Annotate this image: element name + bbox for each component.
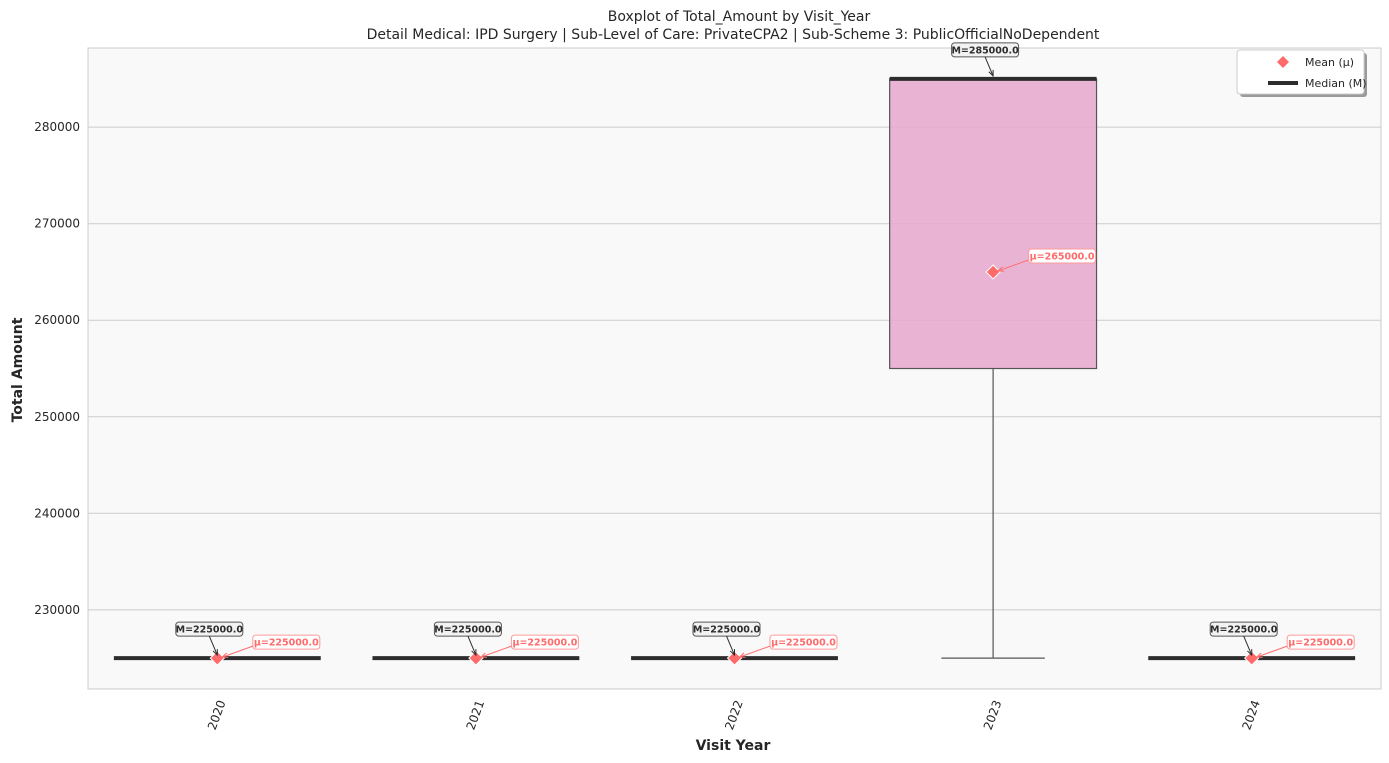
grid-lines: [88, 126, 1381, 611]
y-tick-label: 240000: [34, 506, 80, 520]
x-tick-labels: 2020 2021 2022 2023 2024: [205, 698, 1263, 731]
mean-label: μ=225000.0: [512, 638, 577, 649]
median-arrow-head: [471, 649, 477, 657]
x-axis-label: Visit Year: [696, 738, 771, 754]
median-label: M=225000.0: [176, 625, 244, 636]
chart-subtitle: Detail Medical: IPD Surgery | Sub-Level …: [367, 27, 1100, 43]
annotations: M=225000.0 μ=225000.0 M=225000.0 μ=225000.0…: [175, 42, 1355, 658]
x-tick-label: 2023: [981, 698, 1005, 731]
median-arrow: [467, 635, 477, 656]
mean-label-box: [769, 634, 838, 650]
mean-label: μ=225000.0: [254, 638, 319, 649]
legend-mean-marker: [1277, 56, 1289, 68]
legend-median-label: Median (M): [1305, 77, 1367, 90]
mean-marker: [1243, 650, 1260, 666]
median-arrow-head: [988, 69, 994, 78]
mean-label-box: [510, 634, 579, 650]
median-arrow-head: [1247, 649, 1253, 657]
mean-marker: [726, 650, 743, 666]
plot-area: [87, 47, 1382, 690]
box: [889, 78, 1098, 370]
median-arrow: [1243, 635, 1253, 656]
median-label: M=285000.0: [951, 45, 1019, 56]
mean-label-box: [1028, 248, 1097, 264]
mean-label-box: [1286, 634, 1355, 650]
median-arrow: [208, 635, 218, 656]
y-tick-labels: 230000 240000 250000 260000 270000 280000: [34, 120, 80, 617]
median-arrow: [726, 635, 735, 656]
mean-arrow: [997, 259, 1029, 272]
legend: Mean (μ) Median (M): [1236, 49, 1367, 97]
y-tick-label: 230000: [34, 603, 80, 617]
y-tick-label: 260000: [34, 313, 80, 327]
mean-marker: [209, 650, 226, 666]
chart-title: Boxplot of Total_Amount by Visit_Year: [608, 9, 871, 25]
median-arrow-head: [212, 649, 218, 657]
mean-label-box: [252, 634, 321, 650]
mean-label: μ=225000.0: [771, 638, 836, 649]
x-tick-label: 2020: [205, 698, 229, 731]
mean-marker: [468, 650, 484, 666]
boxes: [113, 76, 1356, 666]
y-tick-label: 250000: [34, 410, 80, 424]
y-tick-label: 270000: [34, 217, 80, 231]
mean-marker: [985, 264, 1001, 280]
legend-mean-label: Mean (μ): [1305, 56, 1354, 69]
mean-arrow-head: [996, 266, 1005, 272]
mean-arrow: [739, 645, 771, 658]
mean-arrow: [1256, 645, 1288, 658]
median-arrow-head: [729, 649, 736, 657]
median-label: M=225000.0: [693, 625, 761, 636]
mean-arrow: [222, 645, 253, 658]
mean-arrow-head: [1255, 652, 1263, 658]
median-arrow: [984, 56, 994, 77]
y-axis-label: Total Amount: [10, 317, 26, 422]
median-label: M=225000.0: [1210, 625, 1278, 636]
mean-label: μ=265000.0: [1030, 251, 1095, 262]
x-tick-label: 2022: [722, 698, 746, 731]
mean-arrow-head: [738, 652, 746, 658]
mean-arrow: [480, 645, 512, 658]
x-tick-label: 2024: [1239, 698, 1263, 731]
mean-arrow-head: [221, 652, 229, 658]
x-tick-label: 2021: [464, 698, 488, 731]
mean-arrow-head: [479, 652, 487, 658]
median-label: M=225000.0: [434, 625, 502, 636]
mean-label: μ=225000.0: [1288, 638, 1353, 649]
y-tick-label: 280000: [34, 120, 80, 134]
